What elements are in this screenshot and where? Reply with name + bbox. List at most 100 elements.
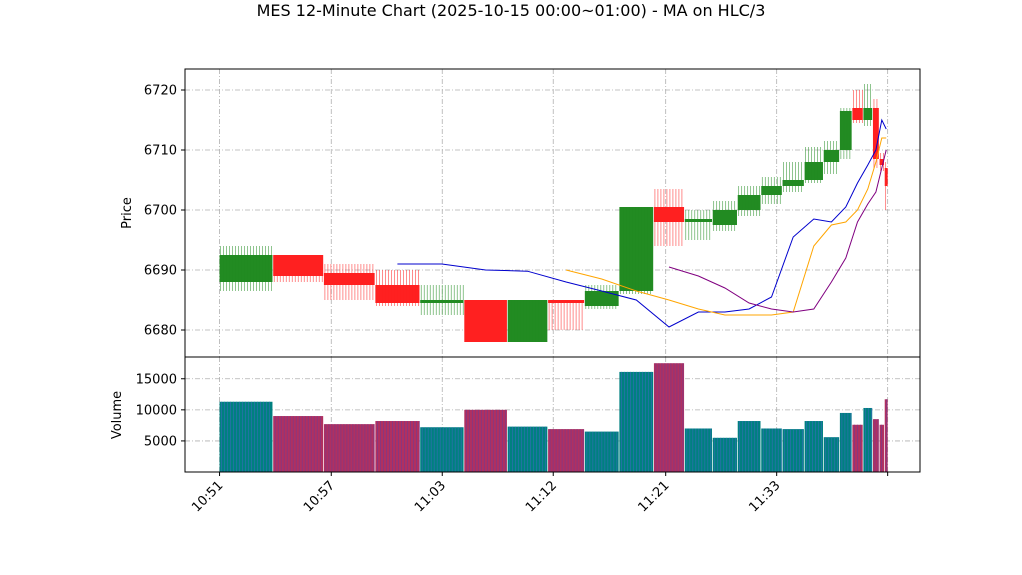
volume-bar: [653, 363, 685, 472]
volume-bar: [548, 429, 585, 472]
price-tick-label: 6700: [144, 204, 177, 219]
candle: [420, 285, 464, 315]
candle: [375, 270, 420, 306]
volume-bar-fill: [872, 419, 879, 472]
volume-bar-fill: [375, 421, 420, 472]
volume-bar: [884, 399, 888, 472]
moving-average-line: [668, 149, 887, 313]
candle: [273, 255, 324, 282]
candle: [548, 300, 585, 330]
candle-body: [464, 300, 507, 342]
price-axis-label: Price: [120, 197, 135, 229]
candle: [823, 141, 840, 174]
volume-frame: [184, 356, 921, 473]
candle: [219, 246, 273, 291]
candle: [782, 162, 804, 192]
volume-bar: [782, 429, 804, 472]
price-tick-label: 6690: [144, 264, 177, 279]
x-tick-label: 10:51: [189, 478, 226, 515]
candle: [852, 90, 863, 123]
candle: [737, 186, 761, 216]
candle: [323, 264, 375, 300]
candle-body: [782, 180, 804, 186]
candle-body: [619, 207, 654, 291]
moving-average-line: [397, 118, 887, 328]
candle: [863, 84, 873, 126]
volume-bar: [273, 416, 324, 472]
candle-body: [684, 219, 712, 222]
candle: [464, 300, 507, 342]
volume-y-axis: 5000 10000 15000: [136, 372, 185, 449]
volume-bar-fill: [761, 428, 782, 472]
volume-bar-fill: [653, 363, 685, 472]
candle-body: [804, 162, 823, 180]
candle: [619, 207, 654, 294]
volume-bar: [420, 427, 464, 472]
price-grid: [185, 69, 920, 357]
volume-bar-fill: [323, 424, 375, 472]
price-tick-label: 6680: [144, 324, 177, 339]
price-frame: [184, 68, 921, 358]
volume-bar: [852, 424, 863, 472]
volume-bar-fill: [548, 429, 585, 472]
volume-bar: [375, 421, 420, 472]
volume-bar-fill: [884, 399, 888, 472]
volume-bar: [761, 428, 782, 472]
candle: [804, 147, 823, 183]
candle-body: [507, 300, 548, 342]
volume-bar: [804, 421, 823, 472]
volume-tick-label: 10000: [136, 403, 177, 418]
price-y-axis: 6680 6690 6700 6710 6720: [144, 84, 185, 339]
volume-bar: [464, 409, 507, 472]
volume-tick-label: 5000: [144, 434, 177, 449]
price-tick-label: 6710: [144, 144, 177, 159]
candle: [839, 108, 852, 159]
volume-axis-label: Volume: [110, 391, 125, 439]
candle-body: [712, 210, 737, 225]
volume-bar: [737, 421, 761, 472]
candle-body: [323, 273, 375, 285]
candle: [761, 177, 782, 204]
candle-body: [852, 108, 863, 120]
volume-bar-fill: [464, 409, 507, 472]
candle-body: [584, 291, 619, 306]
x-tick-label: 10:57: [301, 478, 338, 515]
candle-body: [863, 108, 873, 120]
volume-bar-fill: [839, 412, 852, 472]
volume-bar-fill: [712, 437, 737, 472]
volume-bars: [219, 363, 888, 472]
volume-bar: [823, 437, 840, 472]
candle: [584, 285, 619, 309]
x-axis: 10:51 10:57 11:03 11:12 11:21 11:33: [189, 472, 889, 515]
volume-bar: [584, 431, 619, 472]
volume-bar: [872, 419, 879, 472]
candle: [872, 99, 879, 168]
volume-bar: [839, 412, 852, 472]
candle-body: [872, 108, 879, 159]
candle-body: [548, 300, 585, 303]
x-tick-label: 11:33: [746, 478, 783, 515]
candle-body: [737, 195, 761, 210]
volume-bar: [863, 407, 873, 472]
candle: [507, 300, 548, 342]
volume-bar-fill: [863, 407, 873, 472]
candle-body: [420, 300, 464, 303]
candle-body: [884, 168, 888, 186]
volume-bar-fill: [737, 421, 761, 472]
volume-bar: [323, 424, 375, 472]
candle-body: [653, 207, 685, 222]
candle: [684, 210, 712, 240]
volume-tick-label: 15000: [136, 372, 177, 387]
candle: [884, 162, 888, 210]
candle: [653, 189, 685, 246]
volume-bar-fill: [420, 427, 464, 472]
volume-bar-fill: [273, 416, 324, 472]
volume-bar: [507, 426, 548, 472]
volume-bar: [619, 371, 654, 472]
x-tick-label: 11:21: [635, 478, 672, 515]
candle-body: [879, 159, 884, 165]
candle: [712, 201, 737, 231]
volume-bar: [219, 401, 273, 472]
volume-bar-fill: [804, 421, 823, 472]
volume-bar: [684, 428, 712, 472]
